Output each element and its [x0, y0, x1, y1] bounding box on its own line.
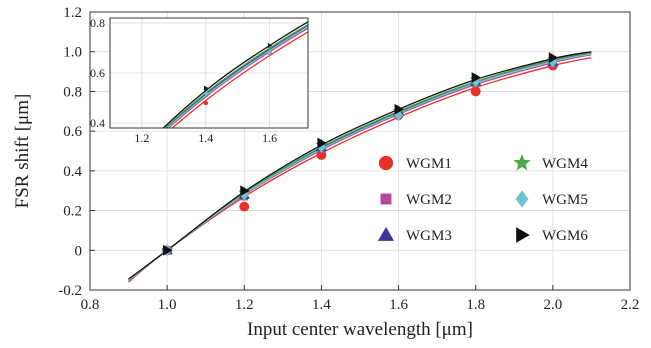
- x-tick-label: 1.2: [235, 297, 254, 313]
- wgm5-data-point: [471, 75, 481, 88]
- main-data-markers: [161, 52, 559, 257]
- y-tick-label: -0.2: [58, 283, 82, 299]
- inset-y-tick-label: 0.8: [90, 16, 105, 30]
- wgm6-data-point: [471, 72, 482, 83]
- wgm6-data-point: [548, 52, 559, 64]
- inset-wgm1-fit-curve: [171, 31, 308, 128]
- inset-y-tick-label: 0.6: [90, 66, 105, 80]
- wgm1-data-point: [239, 201, 250, 212]
- y-tick-label: 0.4: [63, 164, 82, 180]
- inset-wgm4-data-point: [267, 45, 273, 51]
- main-ticks: 0.8 1.0 1.2 1.4 1.6 1.8 2.0 2.2 -0.2 0 0.2 0.4 0.6 0.…: [58, 5, 639, 313]
- x-tick-label: 1.0: [158, 297, 177, 313]
- wgm5-data-point: [394, 109, 404, 122]
- inset-x-tick-label: 1.4: [198, 131, 213, 145]
- inset-wgm4-fit-curve: [164, 23, 308, 128]
- inset-wgm6-data-point: [267, 43, 273, 48]
- wgm6-data-point: [317, 137, 327, 149]
- legend-wgm3-label: WGM3: [406, 228, 452, 244]
- x-tick-label: 0.8: [81, 297, 100, 313]
- legend-wgm6-label: WGM6: [542, 228, 588, 244]
- legend-wgm5-marker: [515, 190, 529, 208]
- y-axis-label: FSR shift [μm]: [12, 94, 33, 209]
- legend: WGM1 WGM2 WGM3 WGM4 WGM5 WGM6: [377, 153, 588, 244]
- inset-wgm5-data-point: [203, 90, 208, 96]
- x-tick-label: 1.4: [312, 297, 331, 313]
- legend-wgm4-marker: [513, 153, 531, 171]
- y-tick-label: 1.0: [63, 45, 82, 61]
- inset-plot: 1.2 1.4 1.6 0.4 0.6 0.8: [90, 16, 309, 145]
- y-tick-label: 1.2: [63, 5, 82, 21]
- main-plot-frame: [89, 11, 631, 291]
- y-tick-label: 0.6: [63, 124, 82, 140]
- inset-wgm3-fit-curve: [165, 24, 308, 128]
- wgm6-data-point: [240, 185, 250, 197]
- wgm1-data-point: [470, 86, 481, 97]
- inset-wgm6-fit-curve: [162, 21, 308, 128]
- inset-frame: [109, 17, 309, 129]
- legend-wgm3-marker: [377, 226, 395, 241]
- legend-wgm2-marker: [380, 193, 392, 205]
- inset-y-tick-label: 0.4: [90, 116, 105, 130]
- inset-wgm1-data-point: [203, 100, 209, 106]
- legend-wgm6-marker: [516, 227, 530, 243]
- y-tick-label: 0.2: [63, 204, 82, 220]
- inset-wgm5-data-point: [267, 50, 272, 56]
- legend-wgm5-label: WGM5: [542, 192, 588, 208]
- inset-wgm5-fit-curve: [166, 25, 308, 128]
- y-tick-label: 0.8: [63, 84, 82, 100]
- wgm6-fit-curve: [128, 51, 592, 280]
- x-tick-label: 1.6: [389, 297, 408, 313]
- inset-wgm2-fit-curve: [167, 27, 308, 128]
- inset-fit-curves: [162, 21, 308, 128]
- legend-wgm1-marker: [378, 155, 394, 171]
- x-tick-label: 1.8: [466, 297, 485, 313]
- wgm6-data-point: [394, 103, 404, 115]
- x-tick-label: 2.0: [543, 297, 562, 313]
- wgm6-data-point: [163, 244, 173, 256]
- x-tick-label: 2.2: [621, 297, 640, 313]
- legend-wgm1-label: WGM1: [406, 156, 452, 172]
- inset-wgm6-data-point: [204, 85, 209, 91]
- legend-wgm4-label: WGM4: [542, 156, 588, 172]
- inset-x-tick-label: 1.6: [262, 131, 277, 145]
- x-axis-label: Input center wavelength [μm]: [247, 319, 473, 340]
- legend-wgm2-label: WGM2: [406, 192, 452, 208]
- y-tick-label: 0: [75, 243, 83, 259]
- inset-x-tick-label: 1.2: [134, 131, 149, 145]
- main-fit-curves: [128, 51, 592, 283]
